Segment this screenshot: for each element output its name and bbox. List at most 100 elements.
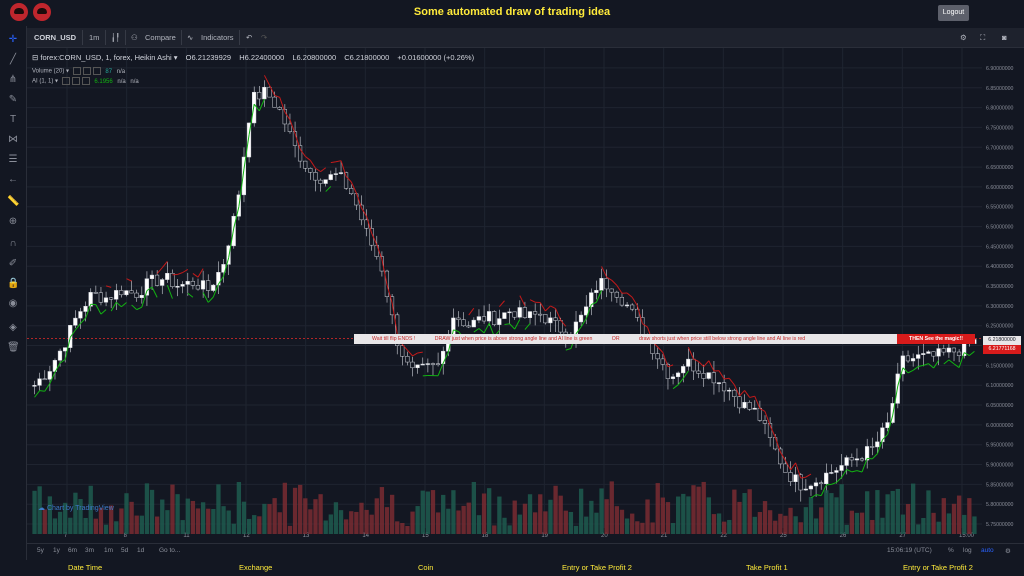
ai-line-segment <box>606 276 613 281</box>
candle-body <box>517 307 522 318</box>
candle-body <box>262 86 267 100</box>
log-toggle[interactable]: log <box>963 547 972 554</box>
divider <box>181 30 182 45</box>
legend-collapse-icon[interactable]: ⊟ <box>32 53 39 62</box>
compare-button[interactable]: Compare <box>145 33 176 42</box>
crosshair-icon[interactable]: ✛ <box>8 34 18 45</box>
ai-line-segment <box>223 257 230 277</box>
candle-body <box>813 482 819 487</box>
utc-clock[interactable]: 15:06:19 (UTC) <box>887 547 932 554</box>
volume-bar <box>931 512 936 534</box>
fullscreen-icon[interactable]: ⛶ <box>980 33 986 42</box>
footer-coin[interactable]: Coin <box>418 563 434 572</box>
chart-style-icon[interactable]: ╽╿ <box>111 33 121 42</box>
ai-line-segment <box>371 233 378 245</box>
footer-date-time[interactable]: Date Time <box>68 563 103 572</box>
range-6m[interactable]: 6m <box>68 547 78 554</box>
volume-bar <box>395 521 400 534</box>
trash-icon[interactable]: 🗑 <box>7 342 20 353</box>
ruler-icon[interactable]: 📏 <box>7 196 20 207</box>
volume-bar <box>742 493 747 534</box>
candle-body <box>185 281 190 285</box>
volume-bar <box>691 485 696 534</box>
candle-body <box>114 290 119 300</box>
range-3m[interactable]: 3m <box>85 547 95 554</box>
snapshot-icon[interactable]: ◙ <box>1002 33 1007 42</box>
ai-line-segment <box>724 377 730 380</box>
candle-body <box>512 311 517 318</box>
symbol-search[interactable]: CORN_USD <box>34 33 77 42</box>
settings-icon[interactable]: ⚙ <box>960 33 967 42</box>
volume-bar <box>803 507 809 534</box>
ai-line-segment <box>524 323 531 330</box>
undo-icon[interactable]: ↶ <box>246 33 253 42</box>
footer-exchange[interactable]: Exchange <box>239 563 273 572</box>
ai-line-segment <box>110 302 117 312</box>
ai-line-segment <box>44 383 51 392</box>
lock-icon[interactable]: 🔒 <box>7 278 20 289</box>
zoom-in-icon[interactable]: ⊕ <box>8 216 18 227</box>
settings-icon[interactable]: ⚙ <box>1005 548 1011 555</box>
indicators-button[interactable]: Indicators <box>201 33 234 42</box>
ai-line-segment <box>182 268 189 273</box>
prediction-icon[interactable]: ☰ <box>8 154 18 165</box>
candle-body <box>732 389 737 397</box>
volume-bar <box>589 500 594 534</box>
range-1d[interactable]: 1d <box>137 547 145 554</box>
legend-symbol: forex:CORN_USD, 1, forex, Heikin Ashi <box>40 53 172 62</box>
layers-icon[interactable]: ◈ <box>9 322 17 333</box>
eye-icon[interactable]: ◉ <box>8 298 18 309</box>
text-icon[interactable]: T <box>9 114 17 125</box>
footer-entry-tp2-a[interactable]: Entry or Take Profit 2 <box>562 563 632 572</box>
interval-button[interactable]: 1m <box>89 33 100 42</box>
ai-line-segment <box>626 292 633 298</box>
candle-body <box>824 472 829 484</box>
price-chart[interactable]: 6.90000000 6.85000000 6.80000000 6.75000000… <box>27 48 1024 543</box>
pitchfork-icon[interactable]: ⋔ <box>8 74 18 85</box>
candle-body <box>926 351 931 354</box>
volume-bar <box>139 515 144 534</box>
ai-line-segment <box>958 352 965 368</box>
brush-icon[interactable]: ✎ <box>8 94 18 105</box>
logout-button[interactable]: Logout <box>938 5 969 21</box>
redo-icon[interactable]: ↷ <box>261 33 268 42</box>
range-5y[interactable]: 5y <box>37 547 44 554</box>
ai-line-segment <box>350 181 357 194</box>
volume-bar <box>558 495 563 534</box>
logo-icon <box>33 3 51 21</box>
ai-line-segment <box>795 462 802 479</box>
tradingview-watermark[interactable]: ☁ Chart by TradingView <box>38 505 114 512</box>
ai-line-segment <box>141 290 148 308</box>
footer-entry-tp2-b[interactable]: Entry or Take Profit 2 <box>903 563 973 572</box>
candle-body <box>134 292 139 298</box>
range-1y[interactable]: 1y <box>53 547 60 554</box>
legend-open: O6.21239929 <box>185 53 232 62</box>
ai-line-segment <box>708 360 715 372</box>
legend-dropdown-icon[interactable]: ▾ <box>173 53 178 62</box>
footer-take-profit-1[interactable]: Take Profit 1 <box>746 563 788 572</box>
trend-line-icon[interactable]: ╱ <box>9 54 17 65</box>
pattern-icon[interactable]: ⋈ <box>8 134 18 145</box>
candle-body <box>655 353 660 360</box>
indicators-icon[interactable]: ∿ <box>187 33 194 42</box>
volume-bar <box>338 510 344 534</box>
volume-indicator-row[interactable]: Volume (20) ▾ 87 n/a <box>32 67 126 75</box>
ai-label: AI (1, 1) <box>32 78 54 85</box>
auto-toggle[interactable]: auto <box>981 547 994 554</box>
percent-toggle[interactable]: % <box>948 547 954 554</box>
volume-bar <box>68 517 73 534</box>
goto-button[interactable]: Go to... <box>159 547 181 554</box>
magnet-icon[interactable]: ∩ <box>9 238 17 249</box>
ai-indicator-row[interactable]: AI (1, 1) ▾ 6.1956 n/a n/a <box>32 77 139 85</box>
volume-bar <box>706 497 711 534</box>
range-1m[interactable]: 1m <box>104 547 114 554</box>
back-arrow-icon[interactable]: ← <box>8 174 18 185</box>
volume-bar <box>236 482 242 534</box>
candle-body <box>405 356 410 363</box>
volume-bar <box>119 508 124 534</box>
candle-body <box>788 472 793 482</box>
range-5d[interactable]: 5d <box>121 547 129 554</box>
stay-drawing-icon[interactable]: ✐ <box>8 258 18 269</box>
compare-icon[interactable]: ⚇ <box>131 33 138 42</box>
ai-line-segment <box>693 358 699 362</box>
